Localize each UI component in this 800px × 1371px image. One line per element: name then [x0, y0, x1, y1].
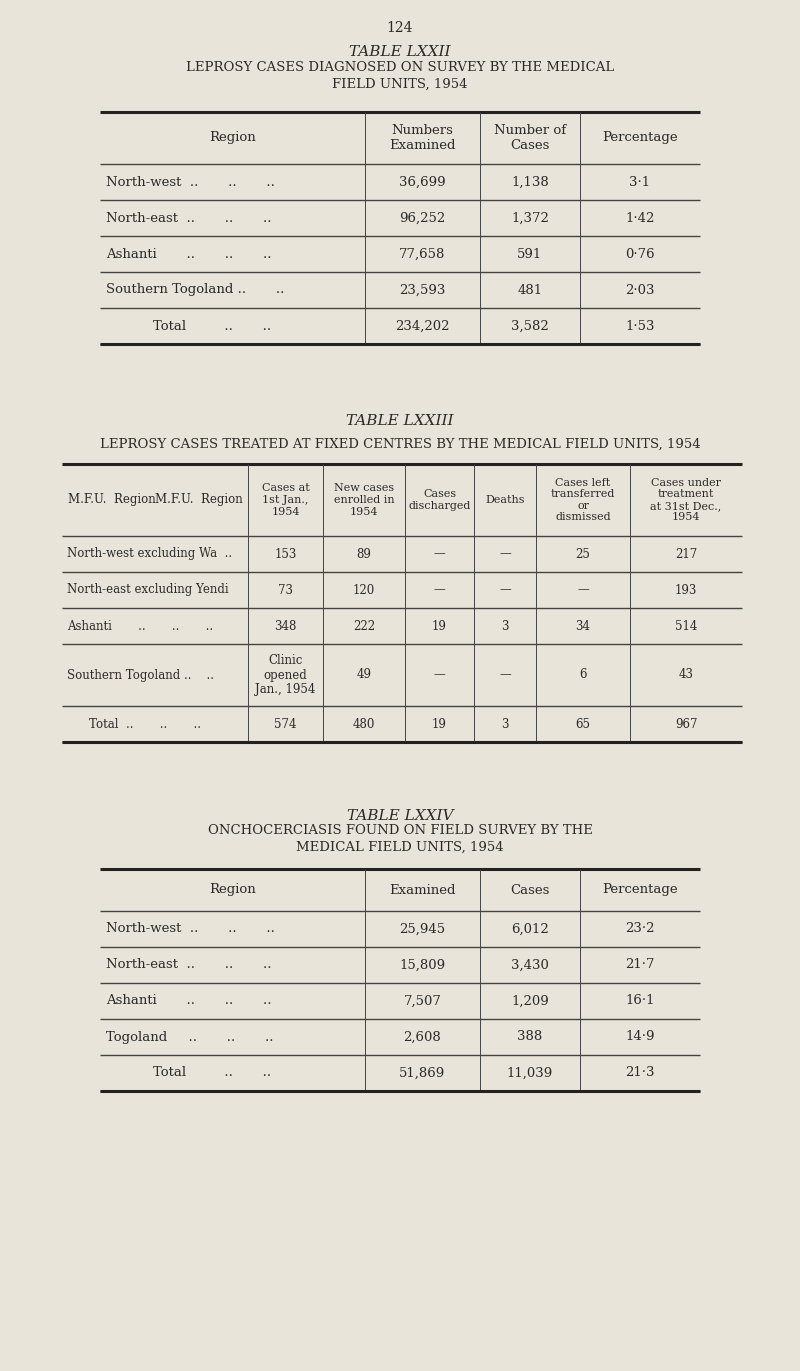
- Text: 0·76: 0·76: [625, 248, 655, 260]
- Text: 120: 120: [353, 584, 375, 596]
- Text: Total  ..       ..       ..: Total .. .. ..: [89, 717, 201, 731]
- Text: Deaths: Deaths: [486, 495, 525, 505]
- Text: Cases under
treatment
at 31st Dec.,
1954: Cases under treatment at 31st Dec., 1954: [650, 477, 722, 522]
- Text: 6: 6: [579, 669, 586, 681]
- Text: 25,945: 25,945: [399, 923, 446, 935]
- Text: 3: 3: [502, 717, 509, 731]
- Text: Percentage: Percentage: [602, 883, 678, 897]
- Text: New cases
enrolled in
1954: New cases enrolled in 1954: [334, 484, 394, 517]
- Text: 591: 591: [518, 248, 542, 260]
- Text: 14·9: 14·9: [626, 1031, 654, 1043]
- Text: Total         ..       ..: Total .. ..: [154, 1067, 271, 1079]
- Text: Cases at
1st Jan.,
1954: Cases at 1st Jan., 1954: [262, 484, 310, 517]
- Text: 1,138: 1,138: [511, 175, 549, 188]
- Text: 1,372: 1,372: [511, 211, 549, 225]
- Text: Ashanti       ..       ..       ..: Ashanti .. .. ..: [67, 620, 213, 632]
- Text: Number of
Cases: Number of Cases: [494, 123, 566, 152]
- Text: 3: 3: [502, 620, 509, 632]
- Text: 481: 481: [518, 284, 542, 296]
- Text: —: —: [499, 547, 511, 561]
- Text: 388: 388: [518, 1031, 542, 1043]
- Text: 348: 348: [274, 620, 297, 632]
- Text: 480: 480: [353, 717, 375, 731]
- Text: 967: 967: [674, 717, 698, 731]
- Text: —: —: [434, 547, 446, 561]
- Text: 15,809: 15,809: [399, 958, 446, 972]
- Text: 43: 43: [678, 669, 694, 681]
- Text: 21·3: 21·3: [626, 1067, 654, 1079]
- Text: Total         ..       ..: Total .. ..: [154, 319, 271, 333]
- Text: Ashanti       ..       ..       ..: Ashanti .. .. ..: [106, 994, 271, 1008]
- Text: TABLE LXXII: TABLE LXXII: [350, 45, 450, 59]
- Text: North-west  ..       ..       ..: North-west .. .. ..: [106, 175, 275, 188]
- Text: 3,582: 3,582: [511, 319, 549, 333]
- Text: 89: 89: [357, 547, 371, 561]
- Text: 21·7: 21·7: [626, 958, 654, 972]
- Text: Region: Region: [209, 132, 256, 144]
- Text: 36,699: 36,699: [399, 175, 446, 188]
- Text: Southern Togoland ..    ..: Southern Togoland .. ..: [67, 669, 214, 681]
- Text: —: —: [499, 669, 511, 681]
- Text: —: —: [499, 584, 511, 596]
- Text: 1·42: 1·42: [626, 211, 654, 225]
- Text: Cases
discharged: Cases discharged: [408, 489, 470, 511]
- Text: 19: 19: [432, 620, 447, 632]
- Text: 514: 514: [675, 620, 697, 632]
- Text: 73: 73: [278, 584, 293, 596]
- Text: TABLE LXXIII: TABLE LXXIII: [346, 414, 454, 428]
- Text: Southern Togoland ..       ..: Southern Togoland .. ..: [106, 284, 284, 296]
- Text: 193: 193: [675, 584, 697, 596]
- Text: 11,039: 11,039: [507, 1067, 553, 1079]
- Text: 51,869: 51,869: [399, 1067, 446, 1079]
- Text: 6,012: 6,012: [511, 923, 549, 935]
- Text: 23·2: 23·2: [626, 923, 654, 935]
- Text: 1·53: 1·53: [626, 319, 654, 333]
- Text: 2,608: 2,608: [404, 1031, 442, 1043]
- Text: 25: 25: [575, 547, 590, 561]
- Text: 7,507: 7,507: [403, 994, 442, 1008]
- Text: Togoland     ..       ..       ..: Togoland .. .. ..: [106, 1031, 274, 1043]
- Text: 23,593: 23,593: [399, 284, 446, 296]
- Text: M.F.U.  Region: M.F.U. Region: [155, 494, 242, 506]
- Text: Clinic
opened
Jan., 1954: Clinic opened Jan., 1954: [255, 654, 316, 696]
- Text: 65: 65: [575, 717, 590, 731]
- Text: 49: 49: [357, 669, 371, 681]
- Text: LEPROSY CASES DIAGNOSED ON SURVEY BY THE MEDICAL
FIELD UNITS, 1954: LEPROSY CASES DIAGNOSED ON SURVEY BY THE…: [186, 60, 614, 90]
- Text: —: —: [434, 669, 446, 681]
- Text: Numbers
Examined: Numbers Examined: [390, 123, 456, 152]
- Text: North-east excluding Yendi: North-east excluding Yendi: [67, 584, 229, 596]
- Text: LEPROSY CASES TREATED AT FIXED CENTRES BY THE MEDICAL FIELD UNITS, 1954: LEPROSY CASES TREATED AT FIXED CENTRES B…: [100, 437, 700, 451]
- Text: North-west excluding Wa  ..: North-west excluding Wa ..: [67, 547, 232, 561]
- Text: 3·1: 3·1: [630, 175, 650, 188]
- Text: Ashanti       ..       ..       ..: Ashanti .. .. ..: [106, 248, 271, 260]
- Text: Region: Region: [209, 883, 256, 897]
- Text: —: —: [434, 584, 446, 596]
- Text: Cases: Cases: [510, 883, 550, 897]
- Text: —: —: [577, 584, 589, 596]
- Text: 34: 34: [575, 620, 590, 632]
- Text: TABLE LXXIV: TABLE LXXIV: [346, 809, 454, 823]
- Text: 124: 124: [386, 21, 414, 36]
- Text: North-west  ..       ..       ..: North-west .. .. ..: [106, 923, 275, 935]
- Text: 2·03: 2·03: [626, 284, 654, 296]
- Text: Cases left
transferred
or
dismissed: Cases left transferred or dismissed: [551, 477, 615, 522]
- Text: North-east  ..       ..       ..: North-east .. .. ..: [106, 211, 271, 225]
- Text: 222: 222: [353, 620, 375, 632]
- Text: ONCHOCERCIASIS FOUND ON FIELD SURVEY BY THE
MEDICAL FIELD UNITS, 1954: ONCHOCERCIASIS FOUND ON FIELD SURVEY BY …: [207, 824, 593, 854]
- Text: 3,430: 3,430: [511, 958, 549, 972]
- Text: M.F.U.  Region: M.F.U. Region: [68, 494, 156, 506]
- Text: 153: 153: [274, 547, 297, 561]
- Text: Percentage: Percentage: [602, 132, 678, 144]
- Text: 16·1: 16·1: [626, 994, 654, 1008]
- Text: 96,252: 96,252: [399, 211, 446, 225]
- Text: 217: 217: [675, 547, 697, 561]
- Text: North-east  ..       ..       ..: North-east .. .. ..: [106, 958, 271, 972]
- Text: 234,202: 234,202: [395, 319, 450, 333]
- Text: Examined: Examined: [390, 883, 456, 897]
- Text: 1,209: 1,209: [511, 994, 549, 1008]
- Text: 574: 574: [274, 717, 297, 731]
- Text: 77,658: 77,658: [399, 248, 446, 260]
- Text: 19: 19: [432, 717, 447, 731]
